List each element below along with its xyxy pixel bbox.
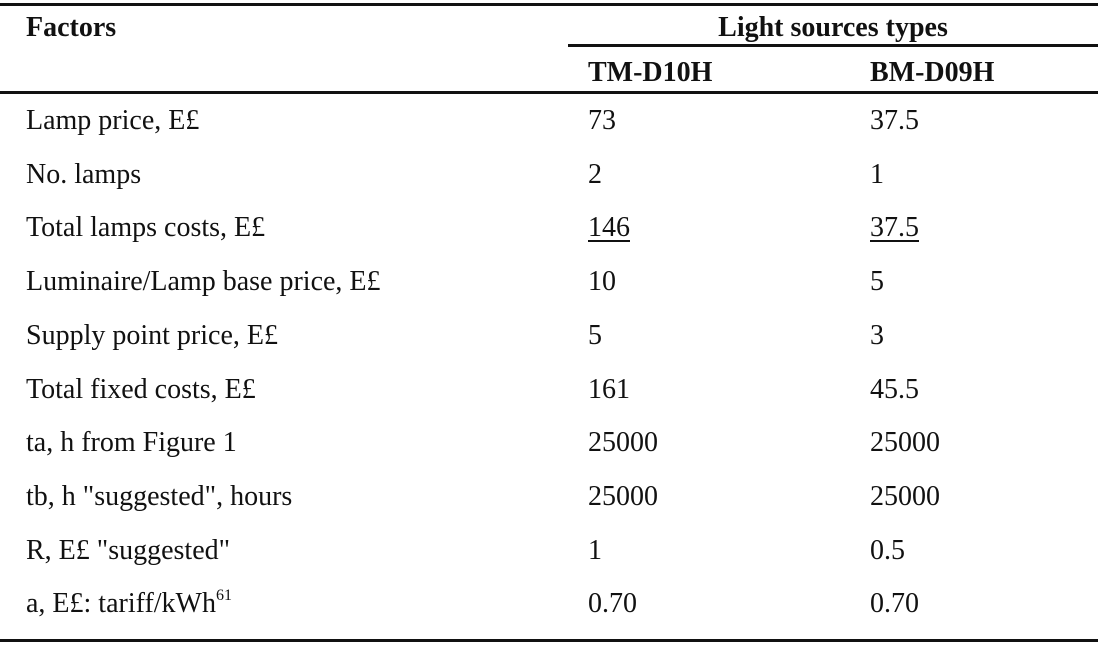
cell-value: 5: [588, 320, 602, 352]
cell-value: 0.70: [588, 588, 637, 620]
row-label-text: Total lamps costs, E£: [26, 212, 266, 244]
cell-value: 45.5: [870, 374, 919, 406]
value-text: 146: [588, 212, 630, 244]
row-label: Supply point price, E£: [26, 320, 278, 352]
value-text: 5: [870, 266, 884, 298]
column-header: BM-D09H: [870, 57, 995, 88]
value-text: 0.5: [870, 534, 905, 566]
row-label-text: Total fixed costs, E£: [26, 373, 256, 405]
value-text: 37.5: [870, 105, 919, 136]
row-label-text: Luminaire/Lamp base price, E£: [26, 266, 381, 298]
group-header: Light sources types: [718, 12, 948, 43]
cell-value: 1: [588, 535, 602, 567]
cell-value: 146: [588, 212, 630, 244]
value-text: 37.5: [870, 212, 919, 244]
value-text: 0.70: [870, 588, 919, 620]
value-text: 1: [588, 534, 602, 566]
cell-value: 37.5: [870, 105, 919, 137]
cell-value: 25000: [870, 481, 940, 513]
cell-value: 3: [870, 320, 884, 352]
cell-value: 10: [588, 266, 616, 298]
cell-value: 2: [588, 159, 602, 191]
row-label-text: No. lamps: [26, 158, 142, 190]
cell-value: 25000: [588, 481, 658, 513]
value-text: 25000: [870, 427, 940, 459]
row-label-text: a, E£: tariff/kWh: [26, 588, 216, 620]
row-label: Lamp price, E£: [26, 105, 199, 137]
cell-value: 25000: [588, 427, 658, 459]
row-label-text: Lamp price, E£: [26, 105, 200, 136]
row-label-text: tb, h "suggested", hours: [26, 480, 293, 512]
value-text: 161: [588, 373, 630, 405]
value-text: 3: [870, 319, 884, 351]
row-label: Total lamps costs, E£: [26, 212, 265, 244]
row-label-text: R, E£ "suggested": [26, 534, 231, 566]
superscript: 61: [215, 587, 232, 605]
row-label: R, E£ "suggested": [26, 535, 230, 567]
cell-value: 0.5: [870, 535, 905, 567]
cell-value: 0.70: [870, 588, 919, 620]
top-rule: [0, 3, 1098, 6]
value-text: 25000: [588, 427, 658, 459]
value-text: 5: [588, 319, 602, 351]
row-label: ta, h from Figure 1: [26, 427, 237, 459]
header-rule: [0, 91, 1098, 94]
value-text: 73: [588, 105, 616, 136]
row-label: No. lamps: [26, 159, 141, 191]
column-header: TM-D10H: [588, 57, 713, 88]
cell-value: 5: [870, 266, 884, 298]
cell-value: 161: [588, 374, 630, 406]
value-text: 1: [870, 158, 884, 190]
value-text: 25000: [588, 480, 658, 512]
value-text: 10: [588, 266, 616, 298]
value-text: 0.70: [588, 588, 637, 620]
factors-header: Factors: [26, 12, 117, 43]
row-label: tb, h "suggested", hours: [26, 481, 292, 513]
value-text: 45.5: [870, 373, 919, 405]
cell-value: 37.5: [870, 212, 919, 244]
value-text: 25000: [870, 480, 940, 512]
row-label-text: ta, h from Figure 1: [26, 427, 237, 459]
row-label: a, E£: tariff/kWh61: [26, 588, 232, 620]
group-rule: [568, 44, 1098, 47]
row-label: Luminaire/Lamp base price, E£: [26, 266, 381, 298]
value-text: 2: [588, 158, 602, 190]
cell-value: 73: [588, 105, 616, 137]
cell-value: 1: [870, 159, 884, 191]
cell-value: 25000: [870, 427, 940, 459]
row-label: Total fixed costs, E£: [26, 374, 256, 406]
bottom-rule: [0, 639, 1098, 642]
row-label-text: Supply point price, E£: [26, 319, 278, 351]
